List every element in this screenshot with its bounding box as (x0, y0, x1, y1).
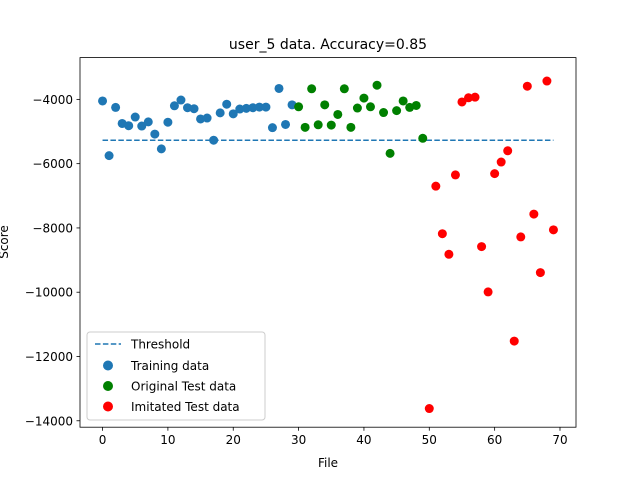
data-point (477, 242, 487, 252)
data-point (104, 151, 114, 161)
data-point (457, 97, 467, 107)
data-point (137, 121, 147, 131)
data-point (313, 120, 323, 130)
data-point (542, 76, 552, 86)
data-point (424, 404, 434, 414)
data-point (535, 268, 545, 278)
data-point (365, 102, 375, 112)
data-point (444, 249, 454, 259)
data-point (241, 103, 251, 113)
data-point (346, 122, 356, 132)
data-point (215, 108, 225, 118)
x-tick-label: 0 (99, 433, 107, 447)
data-point (516, 232, 526, 242)
data-point (320, 100, 330, 110)
legend-original-label: Original Test data (131, 380, 236, 394)
data-point (522, 81, 532, 91)
data-point (267, 123, 277, 133)
data-point (359, 93, 369, 103)
data-point (294, 102, 304, 112)
legend-training-swatch (103, 360, 113, 371)
data-point (503, 146, 513, 156)
data-point (418, 133, 428, 143)
data-point (163, 117, 173, 127)
x-tick-label: 30 (291, 433, 306, 447)
data-point (254, 102, 264, 112)
data-point (437, 229, 447, 239)
x-axis-label: File (318, 456, 338, 470)
data-point (529, 209, 539, 219)
data-point (274, 83, 284, 93)
data-point (307, 84, 317, 94)
data-point (150, 129, 160, 139)
x-tick-label: 60 (487, 433, 502, 447)
x-tick-label: 10 (160, 433, 175, 447)
data-point (261, 102, 271, 112)
legend-original-swatch (103, 381, 113, 391)
data-point (169, 101, 179, 111)
data-point (130, 112, 140, 122)
legend-training-label: Training data (130, 359, 209, 373)
points-layer (98, 76, 558, 414)
data-point (339, 84, 349, 94)
data-point (548, 225, 558, 235)
data-point (509, 336, 519, 346)
data-point (398, 96, 408, 106)
data-point (222, 99, 232, 109)
data-point (111, 102, 121, 112)
legend-threshold-label: Threshold (130, 338, 190, 352)
data-point (281, 119, 291, 129)
y-axis-label: Score (0, 225, 11, 259)
data-point (333, 109, 343, 119)
data-point (392, 106, 402, 116)
data-point (209, 135, 219, 145)
x-tick-label: 20 (226, 433, 241, 447)
y-tick-label: −8000 (32, 221, 73, 235)
y-tick-label: −10000 (25, 286, 73, 300)
data-point (248, 103, 258, 113)
data-point (98, 96, 108, 106)
data-point (450, 170, 460, 180)
data-point (326, 120, 336, 130)
x-tick-label: 70 (552, 433, 567, 447)
x-tick-label: 50 (422, 433, 437, 447)
data-point (235, 104, 245, 114)
data-point (464, 93, 474, 103)
data-point (431, 181, 441, 191)
x-tick-label: 40 (356, 433, 371, 447)
data-point (496, 157, 506, 167)
y-tick-label: −12000 (25, 350, 73, 364)
data-point (490, 169, 500, 179)
y-axis: −14000 −12000 −10000 −8000 −6000 −4000 (25, 93, 80, 428)
data-point (300, 122, 310, 132)
data-point (379, 108, 389, 118)
data-point (189, 104, 199, 114)
data-point (411, 100, 421, 110)
y-tick-label: −6000 (32, 157, 73, 171)
data-point (156, 144, 166, 154)
data-point (385, 148, 395, 158)
legend-imitated-label: Imitated Test data (131, 400, 240, 414)
data-point (228, 109, 238, 119)
data-point (176, 95, 186, 105)
data-point (483, 287, 493, 297)
data-point (470, 92, 480, 102)
y-tick-label: −14000 (25, 414, 73, 428)
x-axis: 0 10 20 30 40 50 60 70 (99, 427, 568, 447)
legend-imitated-swatch (103, 401, 113, 412)
chart-title: user_5 data. Accuracy=0.85 (229, 37, 427, 53)
legend-box (86, 331, 266, 421)
legend: Threshold Training data Original Test da… (86, 331, 266, 421)
data-point (124, 121, 134, 131)
y-tick-label: −4000 (32, 93, 73, 107)
data-point (352, 103, 362, 113)
data-point (143, 117, 153, 127)
data-point (202, 113, 212, 123)
data-point (372, 80, 382, 90)
